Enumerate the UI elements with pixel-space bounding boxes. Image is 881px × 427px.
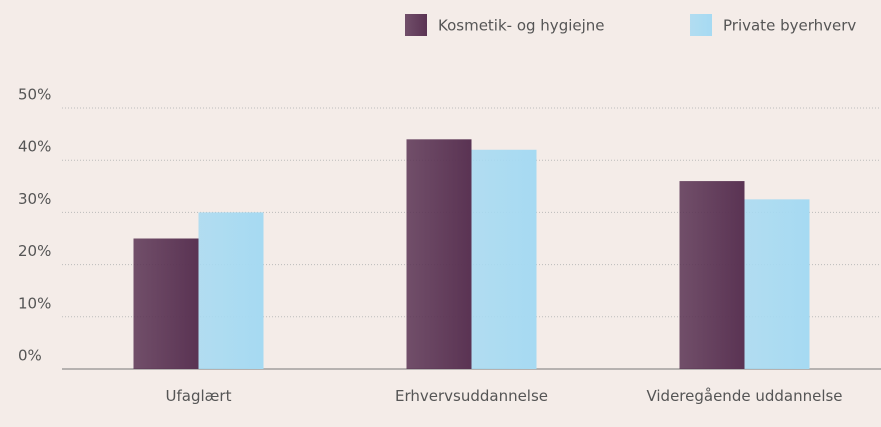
bar [133,238,199,369]
legend-label: Kosmetik- og hygiejne [438,17,605,35]
bar [198,212,264,369]
x-tick-label: Erhvervsuddannelse [394,387,549,405]
legend-swatch [690,14,712,36]
y-tick-label: 20% [18,242,51,260]
bar [406,139,472,369]
x-tick-label: Ufaglært [165,387,232,405]
bar [679,181,745,369]
y-tick-label: 40% [18,138,51,156]
bar [471,149,537,369]
legend-label: Private byerhverv [723,17,856,35]
y-tick-label: 30% [18,190,51,208]
y-tick-label: 50% [18,86,51,104]
bar [744,199,810,369]
y-tick-label: 10% [18,294,51,312]
x-tick-label: Videregående uddannelse [646,387,843,405]
y-tick-label: 0% [18,347,42,365]
legend-swatch [405,14,427,36]
